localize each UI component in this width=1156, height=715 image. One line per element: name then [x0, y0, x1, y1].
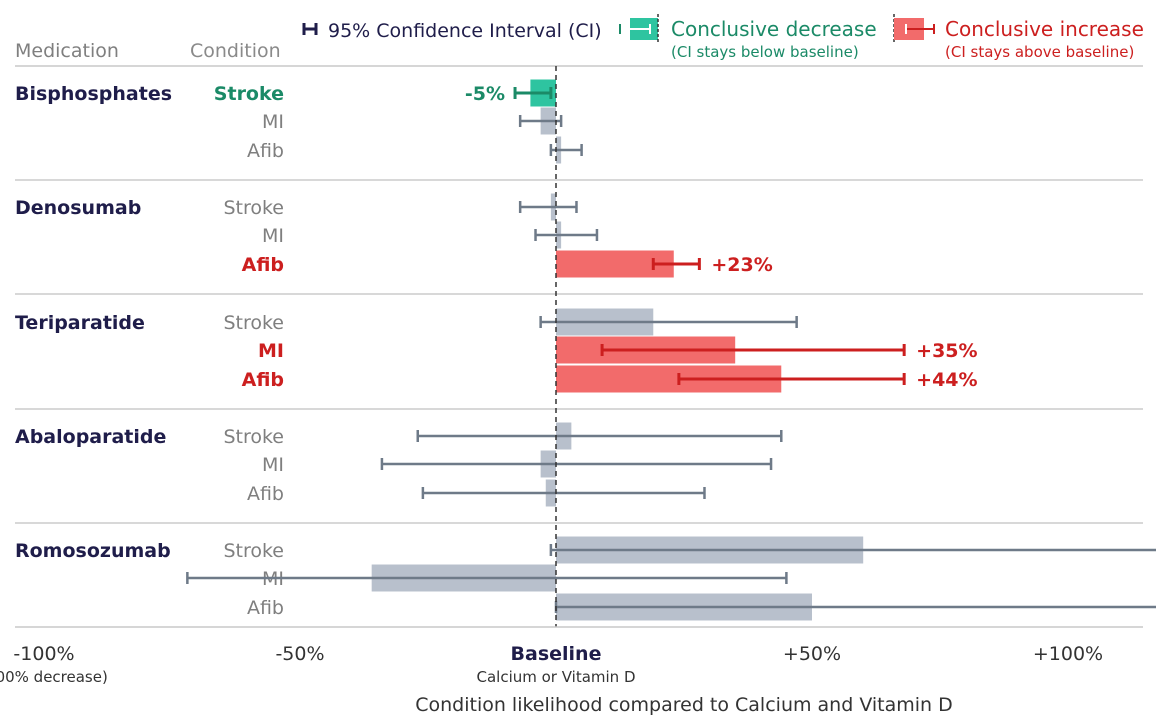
- ci-error-bar: [549, 544, 1156, 556]
- condition-label: Stroke: [223, 312, 284, 334]
- ci-error-bar: [539, 316, 798, 328]
- data-label: +35%: [916, 340, 977, 362]
- condition-label: Afib: [247, 483, 284, 505]
- ci-error-bar: [518, 201, 578, 213]
- data-label: -5%: [465, 83, 505, 105]
- condition-column-header: Condition: [190, 40, 281, 62]
- ci-error-bar: [421, 487, 706, 499]
- medication-label: Abaloparatide: [15, 426, 166, 448]
- legend-decrease-title: Conclusive decrease: [671, 17, 877, 41]
- ci-error-bar: [534, 229, 599, 241]
- ci-legend-icon: [302, 23, 318, 35]
- medication-group: Abaloparatide Stroke MI Afib: [15, 422, 1143, 524]
- legend-ci-label: 95% Confidence Interval (CI): [328, 20, 602, 42]
- legend-increase-subtitle: (CI stays above baseline): [945, 43, 1134, 61]
- medication-group: Bisphosphates Stroke -5% MI Afib: [15, 79, 1143, 181]
- medication-label: Denosumab: [15, 197, 141, 219]
- medication-label: Teriparatide: [15, 312, 145, 334]
- x-tick-label: +50%: [783, 643, 841, 665]
- ci-error-bar: [677, 373, 906, 385]
- ci-error-bar: [651, 258, 701, 270]
- condition-label: Afib: [247, 597, 284, 619]
- ci-error-bar: [186, 572, 788, 584]
- condition-label: MI: [262, 225, 284, 247]
- ci-error-bar: [380, 458, 773, 470]
- ci-error-bar: [416, 430, 783, 442]
- x-axis-title: Condition likelihood compared to Calcium…: [415, 694, 953, 715]
- legend-decrease-subtitle: (CI stays below baseline): [671, 43, 859, 61]
- condition-label: MI: [262, 111, 284, 133]
- conclusive-decrease-legend-icon: [619, 14, 659, 44]
- medication-column-header: Medication: [15, 40, 119, 62]
- condition-label: MI: [262, 454, 284, 476]
- condition-label: Stroke: [223, 197, 284, 219]
- condition-label: MI: [258, 340, 284, 362]
- x-tick-label: -100%: [13, 643, 74, 665]
- medication-groups: Bisphosphates Stroke -5% MI Afib Denosumab Str…: [15, 66, 1156, 627]
- x-tick-label: Baseline: [511, 643, 602, 665]
- medication-label: Bisphosphates: [15, 83, 172, 105]
- conclusive-increase-legend-icon: [893, 14, 935, 44]
- medication-label: Romosozumab: [15, 540, 171, 562]
- ci-error-bar: [600, 344, 906, 356]
- condition-label: Afib: [242, 254, 284, 276]
- data-label: +23%: [711, 254, 772, 276]
- ci-error-bar: [513, 87, 553, 99]
- condition-label: Stroke: [223, 426, 284, 448]
- x-axis: -100% (100% decrease) -50% Baseline Calcium …: [0, 626, 1143, 686]
- condition-label: Stroke: [223, 540, 284, 562]
- legend: 95% Confidence Interval (CI) Conclusive …: [302, 14, 1144, 61]
- condition-label: Afib: [242, 369, 284, 391]
- medication-group: Denosumab Stroke MI Afib +23%: [15, 193, 1143, 295]
- medication-group: Teriparatide Stroke MI +35% Afib +44%: [15, 308, 1143, 410]
- x-tick-sublabel: Calcium or Vitamin D: [476, 668, 635, 686]
- ci-error-bar: [518, 115, 563, 127]
- x-tick-sublabel: (100% decrease): [0, 668, 108, 686]
- legend-increase-title: Conclusive increase: [945, 17, 1144, 41]
- data-label: +44%: [916, 369, 977, 391]
- condition-label: Stroke: [214, 83, 284, 105]
- x-tick-label: -50%: [275, 643, 324, 665]
- x-tick-label: +100%: [1033, 643, 1103, 665]
- condition-label: Afib: [247, 140, 284, 162]
